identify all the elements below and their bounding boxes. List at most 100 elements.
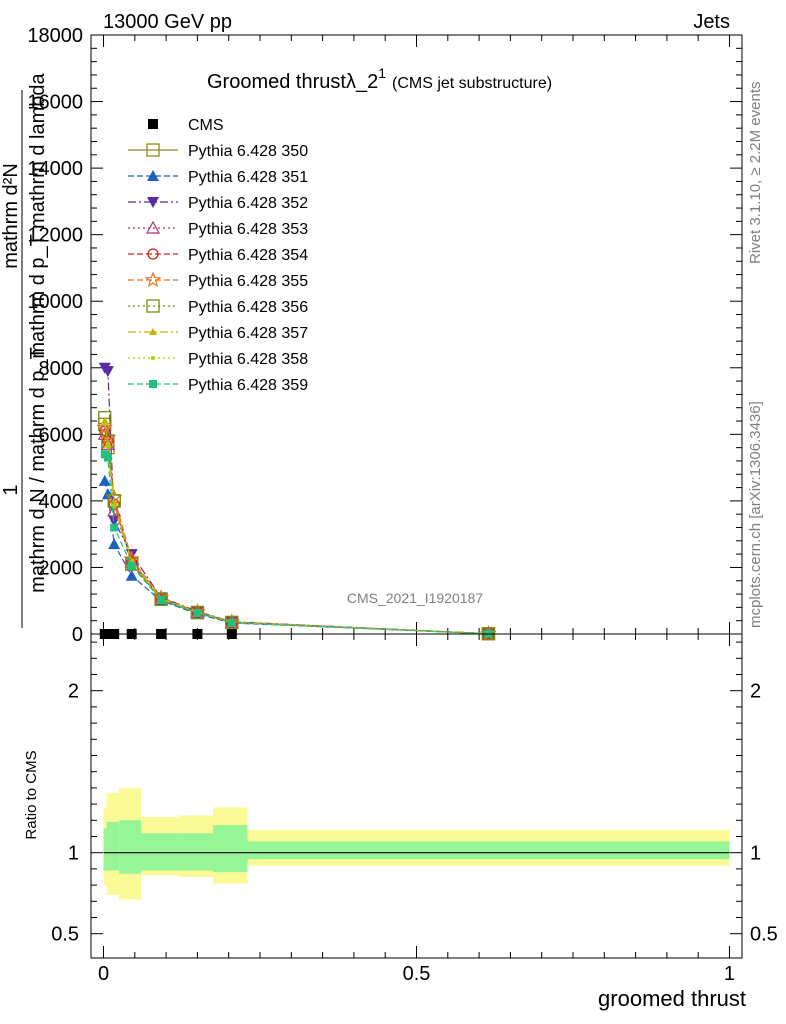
header-category-label: Jets [693,11,730,33]
main-y-tick-label: 18000 [27,25,83,47]
legend-item: Pythia 6.428 352 [128,195,308,212]
legend-label: Pythia 6.428 355 [188,273,308,290]
ratio-y-tick-label: 1 [68,843,79,865]
main-y-tick-label: 0 [72,624,83,646]
data-point-marker [96,419,114,435]
legend-label: Pythia 6.428 352 [188,195,308,212]
data-point-marker [149,380,157,388]
series-line [104,453,489,635]
y-label-numerator: mathrm d²N [0,163,22,269]
data-point-marker [157,596,166,605]
legend-label: Pythia 6.428 357 [188,325,308,342]
ratio-y-tick-label-right: 0.5 [750,924,778,946]
ratio-y-axis-label: Ratio to CMS [23,750,40,839]
data-point-marker [112,503,117,508]
legend-label: Pythia 6.428 354 [188,247,308,264]
ratio-band-green [178,833,214,871]
ratio-y-tick-label-right: 2 [750,681,761,703]
ratio-x-axis: 0 0.5 1 [98,634,735,985]
data-point-marker [193,609,202,618]
series-pythia-6-428-353 [97,427,496,640]
ratio-y-axis: 0.5 0.5 1 1 2 2 [51,641,778,946]
legend-label: Pythia 6.428 359 [188,377,308,394]
legend-item: CMS [148,117,224,134]
data-point-marker [148,119,158,129]
series-pythia-6-428-351 [98,474,495,639]
data-point-marker [100,417,109,425]
data-point-marker [105,443,110,448]
legend-label: Pythia 6.428 350 [188,143,308,160]
y-label-denominator: mathrm d N / mathrm d p_T [27,347,49,593]
data-point-marker [147,197,159,208]
legend-item: Pythia 6.428 353 [128,220,308,238]
series-pythia-6-428-355 [96,419,497,641]
ratio-y-tick-label: 0.5 [51,924,79,946]
data-point-marker [146,143,160,157]
data-point-marker [127,561,136,570]
data-point-marker [145,220,161,234]
header-energy-label: 13000 GeV pp [103,11,232,33]
main-y-tick-label: 4000 [39,491,84,513]
main-y-axis: 0 2000 4000 6000 8000 10000 12000 14000 16000 180… [27,25,742,646]
legend-item: Pythia 6.428 351 [128,169,308,186]
chart-title-note: (CMS jet substructure) [392,75,552,92]
data-point-marker [101,366,114,378]
ratio-y-tick-label-right: 1 [750,843,761,865]
chart-title-superscript: 1 [378,65,386,81]
ratio-band-green [141,833,179,871]
legend-label: Pythia 6.428 358 [188,351,308,368]
data-point-marker [101,488,114,500]
legend-item: Pythia 6.428 359 [128,377,308,394]
chart-title-main: Groomed thrustλ_2 [207,71,378,93]
series-line [104,480,489,635]
data-point-marker [98,474,111,486]
legend-label: Pythia 6.428 351 [188,169,308,186]
y-label-prefactor: 1 [0,484,22,495]
x-axis-label: groomed thrust [598,986,746,1011]
legend-item: Pythia 6.428 355 [128,271,308,290]
x-tick-label: 0.5 [403,963,431,985]
data-point-marker [110,523,119,532]
legend-item: Pythia 6.428 350 [128,143,308,160]
data-point-marker [225,615,239,630]
main-y-tick-label: 16000 [27,92,83,114]
mcplots-source-label: mcplots.cern.ch [arXiv:1306.3436] [747,401,764,628]
legend: CMS Pythia 6.428 350 Pythia 6.428 351 Pythi… [128,117,308,394]
main-y-tick-label: 8000 [39,358,84,380]
series-pythia-6-428-356 [98,411,496,641]
legend-item: Pythia 6.428 356 [128,299,308,316]
data-point-marker [108,538,121,550]
data-point-marker [149,328,157,335]
analysis-watermark: CMS_2021_I1920187 [347,590,483,606]
ratio-band-green [119,820,142,874]
data-point-marker [147,170,159,181]
data-point-marker [146,299,160,313]
legend-item: Pythia 6.428 357 [128,325,308,342]
data-point-marker [190,606,205,620]
data-point-marker [227,618,236,627]
series-pythia-6-428-359 [100,450,493,638]
main-y-tick-label: 14000 [27,158,83,180]
ratio-band-green [103,828,107,871]
y-label-numerator-sub: mathrm d p_T mathrm d lambda [27,72,49,358]
series-pythia-6-428-354 [99,425,495,640]
x-tick-label: 0 [98,963,109,985]
data-point-marker [107,503,122,517]
data-point-marker [103,440,112,448]
data-point-marker [154,592,168,607]
main-y-tick-label: 2000 [39,557,84,579]
legend-label: Pythia 6.428 353 [188,221,308,238]
rivet-version-label: Rivet 3.1.10, ≥ 2.2M events [747,82,764,265]
series-pythia-6-428-350 [98,417,496,641]
main-y-axis-label: mathrm d²N mathrm d p_T mathrm d lambda … [0,72,49,628]
legend-item: Pythia 6.428 354 [128,247,308,264]
ratio-uncertainty-bands [103,787,730,900]
data-point-marker [102,422,107,427]
data-point-marker [144,271,162,288]
legend-label: Pythia 6.428 356 [188,299,308,316]
chart-title: Groomed thrustλ_21 (CMS jet substructure) [207,65,552,93]
ratio-band-green [106,821,120,871]
data-point-marker [125,569,138,581]
data-point-marker [191,606,204,619]
